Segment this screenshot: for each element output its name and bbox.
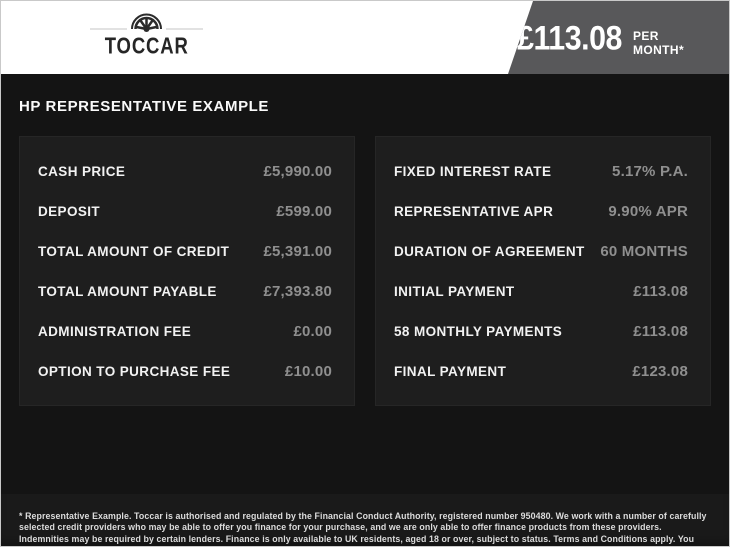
row-label: DURATION OF AGREEMENT	[394, 243, 585, 259]
table-row: TOTAL AMOUNT OF CREDIT £5,391.00	[38, 231, 332, 271]
table-row: REPRESENTATIVE APR 9.90% APR	[394, 191, 688, 231]
content: HP REPRESENTATIVE EXAMPLE CASH PRICE £5,…	[1, 74, 729, 546]
row-label: 58 MONTHLY PAYMENTS	[394, 323, 563, 339]
row-value: £7,393.80	[263, 282, 332, 300]
table-row: DURATION OF AGREEMENT 60 MONTHS	[394, 231, 688, 271]
table-row: TOTAL AMOUNT PAYABLE £7,393.80	[38, 271, 332, 311]
row-value: £5,391.00	[263, 242, 332, 260]
row-label: FIXED INTEREST RATE	[394, 163, 552, 179]
row-value: 5.17% P.A.	[612, 162, 688, 180]
row-value: £113.08	[633, 282, 688, 300]
row-value: 60 MONTHS	[600, 242, 688, 260]
header: TOCCAR £113.08 PER MONTH*	[1, 1, 729, 74]
row-value: 9.90% APR	[608, 202, 688, 220]
table-row: FINAL PAYMENT £123.08	[394, 351, 688, 391]
table-row: OPTION TO PURCHASE FEE £10.00	[38, 351, 332, 391]
row-value: £599.00	[276, 202, 332, 220]
table-row: ADMINISTRATION FEE £0.00	[38, 311, 332, 351]
row-label: DEPOSIT	[38, 203, 101, 219]
row-value: £10.00	[284, 362, 332, 380]
row-value: £5,990.00	[263, 162, 332, 180]
row-label: CASH PRICE	[38, 163, 126, 179]
row-label: TOTAL AMOUNT OF CREDIT	[38, 243, 230, 259]
table-row: INITIAL PAYMENT £113.08	[394, 271, 688, 311]
table-row: 58 MONTHLY PAYMENTS £113.08	[394, 311, 688, 351]
monthly-price: £113.08	[517, 17, 622, 57]
finance-table-left: CASH PRICE £5,990.00 DEPOSIT £599.00 TOT…	[19, 136, 355, 406]
representative-example-footnote: * Representative Example. Toccar is auth…	[19, 511, 707, 546]
row-label: REPRESENTATIVE APR	[394, 203, 554, 219]
row-label: TOTAL AMOUNT PAYABLE	[38, 283, 217, 299]
row-value: £123.08	[632, 362, 688, 380]
monthly-price-suffix: PER MONTH*	[632, 28, 685, 57]
wheel-icon	[90, 13, 203, 32]
page-title: HP REPRESENTATIVE EXAMPLE	[19, 98, 270, 115]
legal-footer: * Representative Example. Toccar is auth…	[1, 494, 729, 546]
brand-logo: TOCCAR	[89, 7, 204, 59]
row-value: £0.00	[293, 322, 332, 340]
finance-tables: CASH PRICE £5,990.00 DEPOSIT £599.00 TOT…	[1, 136, 729, 406]
table-row: DEPOSIT £599.00	[38, 191, 332, 231]
row-value: £113.08	[633, 322, 688, 340]
table-row: CASH PRICE £5,990.00	[38, 151, 332, 191]
brand-name: TOCCAR	[104, 33, 189, 59]
row-label: OPTION TO PURCHASE FEE	[38, 363, 231, 379]
table-row: FIXED INTEREST RATE 5.17% P.A.	[394, 151, 688, 191]
monthly-price-badge: £113.08 PER MONTH*	[508, 1, 729, 74]
finance-table-right: FIXED INTEREST RATE 5.17% P.A. REPRESENT…	[375, 136, 711, 406]
row-label: FINAL PAYMENT	[394, 363, 507, 379]
row-label: ADMINISTRATION FEE	[38, 323, 192, 339]
row-label: INITIAL PAYMENT	[394, 283, 515, 299]
